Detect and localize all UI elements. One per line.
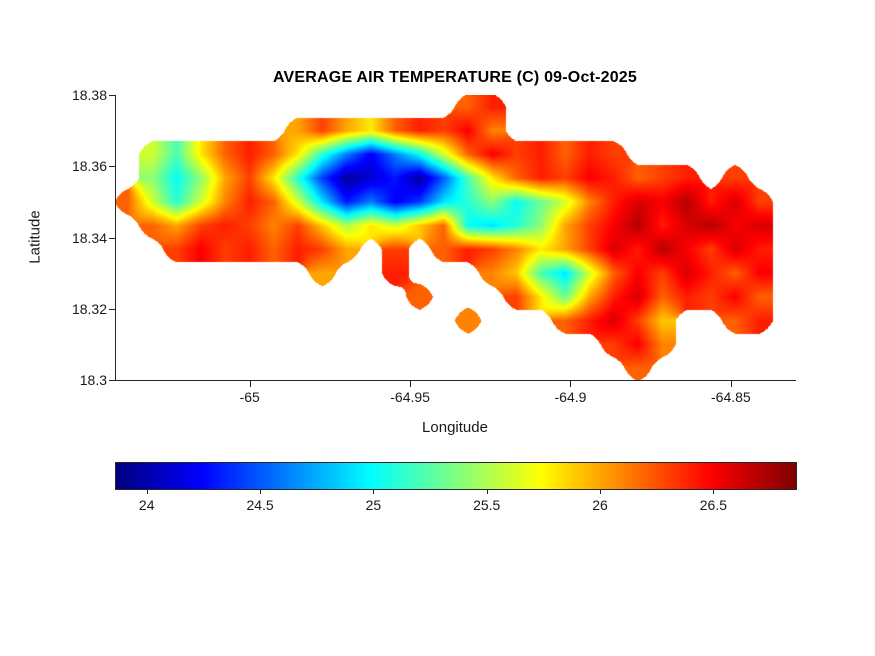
colorbar-tick-label: 24 bbox=[138, 497, 155, 513]
colorbar-tick-mark bbox=[260, 490, 262, 494]
y-tick-label: 18.34 bbox=[71, 229, 107, 246]
x-tick-label: -64.85 bbox=[710, 389, 751, 405]
colorbar-tick-label: 25.5 bbox=[473, 497, 501, 513]
y-tick-label: 18.38 bbox=[71, 87, 107, 103]
x-tick-mark bbox=[730, 381, 732, 387]
y-tick-mark bbox=[109, 380, 115, 381]
x-tick-label: -64.95 bbox=[390, 389, 430, 405]
colorbar bbox=[115, 462, 797, 490]
x-tick-label: -64.9 bbox=[554, 389, 587, 405]
colorbar-tick-mark bbox=[713, 490, 715, 494]
colorbar-tick-mark bbox=[486, 490, 488, 494]
x-tick-mark bbox=[570, 381, 572, 387]
heatmap-canvas bbox=[116, 95, 796, 380]
x-tick-label: -65 bbox=[239, 389, 260, 405]
y-tick-label: 18.3 bbox=[79, 372, 107, 388]
colorbar-tick-label: 25 bbox=[365, 497, 382, 513]
y-tick-label: 18.36 bbox=[71, 158, 107, 175]
colorbar-tick-label: 24.5 bbox=[246, 497, 274, 513]
y-tick-label: 18.32 bbox=[71, 300, 107, 317]
colorbar-tick-label: 26.5 bbox=[699, 497, 728, 513]
plot-area bbox=[115, 95, 796, 381]
colorbar-tick-mark bbox=[373, 490, 375, 494]
colorbar-tick-label: 26 bbox=[592, 497, 608, 513]
chart-title: AVERAGE AIR TEMPERATURE (C) 09-Oct-2025 bbox=[272, 69, 637, 86]
y-tick-mark bbox=[109, 166, 115, 168]
colorbar-tick-mark bbox=[146, 490, 148, 494]
colorbar-canvas bbox=[116, 463, 796, 489]
y-tick-mark bbox=[109, 237, 115, 239]
x-axis-label: Longitude bbox=[422, 419, 488, 436]
x-tick-mark bbox=[410, 381, 412, 387]
y-tick-mark bbox=[109, 308, 115, 310]
x-tick-mark bbox=[249, 381, 251, 387]
y-tick-mark bbox=[109, 95, 115, 96]
colorbar-tick-mark bbox=[600, 490, 602, 494]
